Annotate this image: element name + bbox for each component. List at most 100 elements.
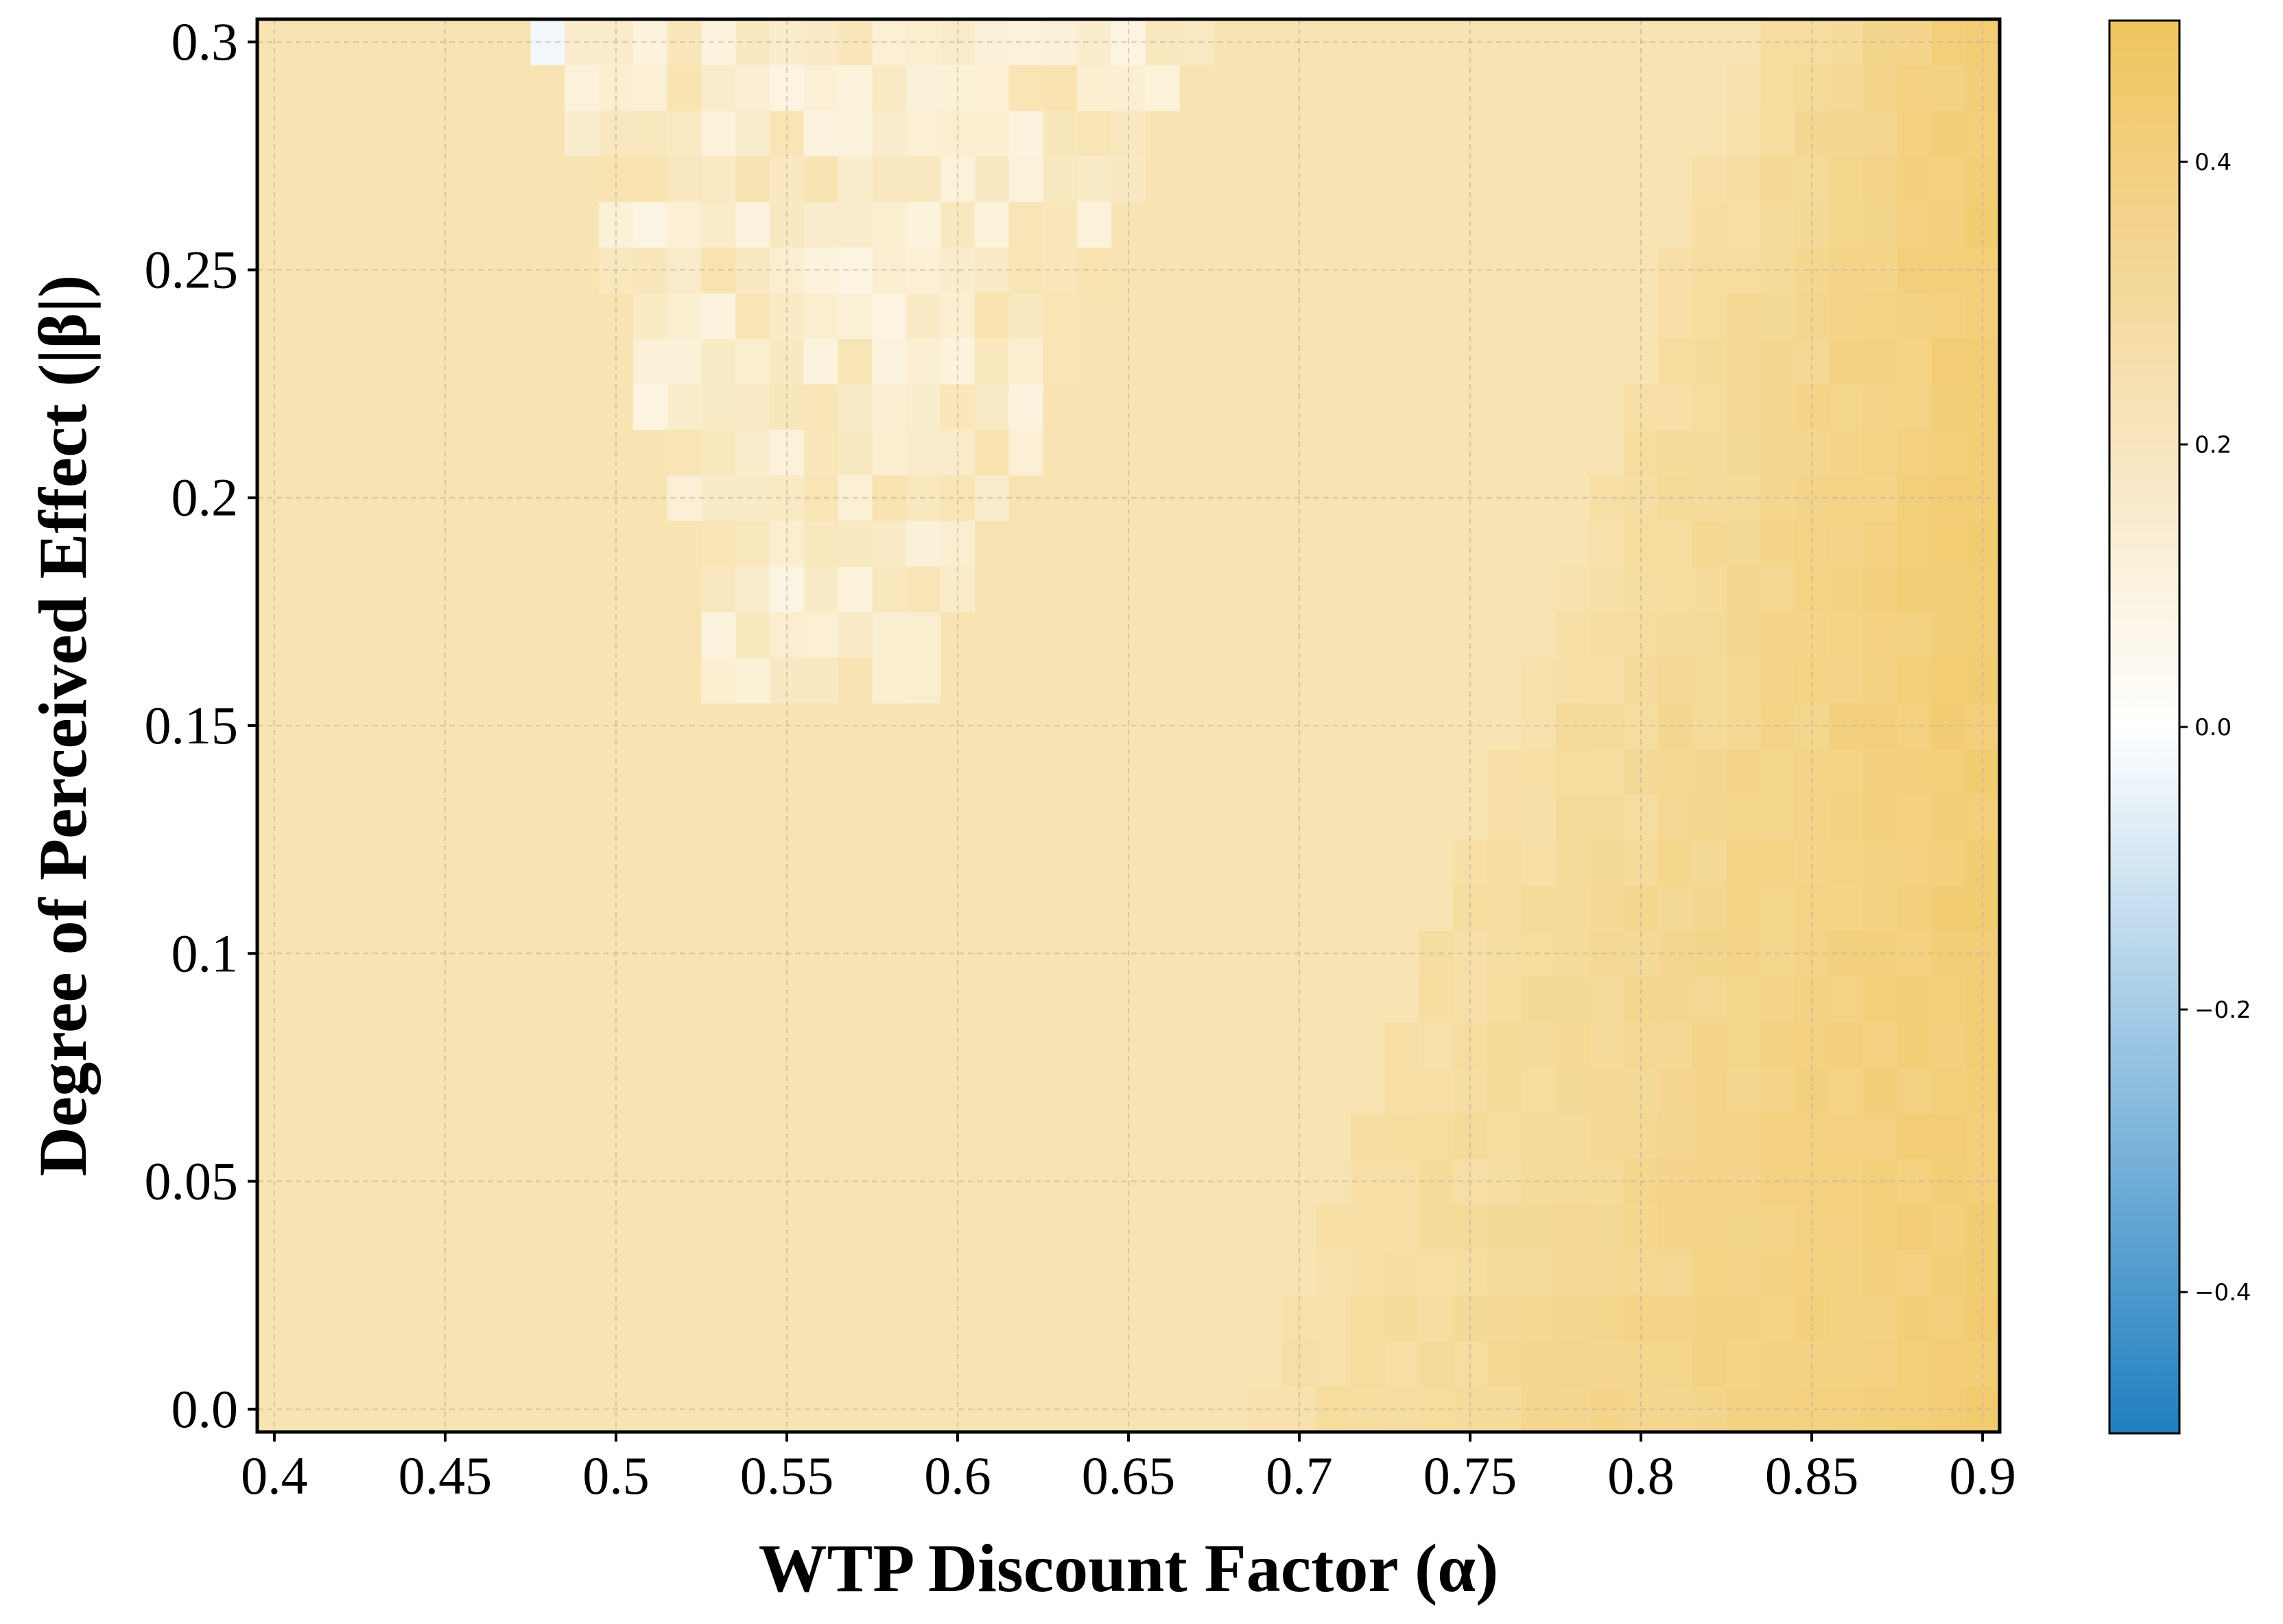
heatmap-cell xyxy=(1419,520,1454,567)
heatmap-cell xyxy=(1828,429,1864,476)
y-axis-title: Degree of Perceived Effect (|β|) xyxy=(25,275,101,1177)
heatmap-cell xyxy=(1657,748,1693,795)
heatmap-cell xyxy=(1521,1112,1557,1160)
heatmap-cell xyxy=(1179,520,1215,567)
heatmap-cell xyxy=(1008,748,1044,795)
heatmap-cell xyxy=(701,976,737,1023)
heatmap-cell xyxy=(735,292,770,339)
heatmap-cell xyxy=(632,748,668,795)
heatmap-cell xyxy=(1726,338,1762,385)
heatmap-cell xyxy=(1555,1112,1591,1160)
heatmap-cell xyxy=(1214,748,1249,795)
heatmap-cell xyxy=(1589,611,1624,658)
heatmap-cell xyxy=(632,1067,668,1114)
heatmap-cell xyxy=(1828,338,1864,385)
heatmap-cell xyxy=(1555,520,1591,567)
heatmap-cell xyxy=(667,793,702,840)
heatmap-cell xyxy=(394,657,429,704)
heatmap-cell xyxy=(838,611,873,658)
heatmap-cell xyxy=(1487,748,1522,795)
heatmap-cell xyxy=(1692,429,1727,476)
heatmap-cell xyxy=(325,201,361,248)
heatmap-cell xyxy=(803,338,839,385)
heatmap-cell xyxy=(1726,1112,1762,1160)
heatmap-cell xyxy=(462,976,497,1023)
heatmap-cell xyxy=(1862,520,1898,567)
heatmap-cell xyxy=(1931,201,1966,248)
heatmap-cell xyxy=(1692,611,1727,658)
heatmap-cell xyxy=(1726,1386,1762,1433)
y-tick-label: 0.15 xyxy=(145,695,239,755)
heatmap-cell xyxy=(1316,657,1351,704)
heatmap-cell xyxy=(394,1295,429,1341)
heatmap-cell xyxy=(1248,748,1283,795)
heatmap-cell xyxy=(1350,1021,1386,1068)
heatmap-cell xyxy=(872,1295,908,1341)
heatmap-cell xyxy=(803,383,839,430)
heatmap-cell xyxy=(701,885,737,931)
heatmap-cell xyxy=(803,1067,839,1114)
heatmap-cell xyxy=(1760,1021,1795,1068)
heatmap-cell xyxy=(1145,1341,1181,1387)
heatmap-cell xyxy=(632,1295,668,1341)
heatmap-cell xyxy=(1487,338,1522,385)
heatmap-cell xyxy=(1008,1250,1044,1296)
heatmap-cell xyxy=(394,64,429,111)
heatmap-cell xyxy=(872,1067,908,1114)
heatmap-cell xyxy=(462,156,497,202)
heatmap-cell xyxy=(803,1341,839,1387)
heatmap-cell xyxy=(394,201,429,248)
heatmap-cell xyxy=(1316,520,1351,567)
heatmap-cell xyxy=(1521,657,1557,704)
colorbar-tick-label: 0.2 xyxy=(2195,431,2232,459)
heatmap-cell xyxy=(1316,885,1351,931)
heatmap-cells xyxy=(257,19,2000,1433)
heatmap-cell xyxy=(1350,520,1386,567)
heatmap-cell xyxy=(1897,1021,1932,1068)
heatmap-cell xyxy=(394,110,429,157)
heatmap-cell xyxy=(974,885,1010,931)
heatmap-cell xyxy=(1828,1112,1864,1160)
heatmap-cell xyxy=(735,885,770,931)
heatmap-cell xyxy=(838,156,873,202)
heatmap-cell xyxy=(1179,611,1215,658)
heatmap-cell xyxy=(1692,383,1727,430)
heatmap-cell xyxy=(1897,976,1932,1023)
x-tick-label: 0.85 xyxy=(1765,1446,1859,1505)
heatmap-cell xyxy=(1248,429,1283,476)
heatmap-cell xyxy=(1521,338,1557,385)
heatmap-cell xyxy=(974,64,1010,111)
heatmap-cell xyxy=(1077,1021,1112,1068)
heatmap-cell xyxy=(462,566,497,612)
heatmap-cell xyxy=(530,1295,566,1341)
heatmap-cell xyxy=(462,110,497,157)
heatmap-cell xyxy=(1487,1295,1522,1341)
heatmap-cell xyxy=(1897,1341,1932,1387)
heatmap-cell xyxy=(325,110,361,157)
heatmap-cell xyxy=(906,1021,941,1068)
heatmap-cell xyxy=(530,520,566,567)
heatmap-cell xyxy=(1043,839,1078,886)
heatmap-cell xyxy=(632,338,668,385)
heatmap-cell xyxy=(1419,611,1454,658)
heatmap-cell xyxy=(1214,1341,1249,1387)
heatmap-cell xyxy=(359,976,395,1023)
heatmap-cell xyxy=(1316,1067,1351,1114)
heatmap-cell xyxy=(1384,1341,1420,1387)
heatmap-cell xyxy=(1077,1295,1112,1341)
heatmap-cell xyxy=(1657,1341,1693,1387)
heatmap-cell xyxy=(1384,657,1420,704)
heatmap-cell xyxy=(1419,1250,1454,1296)
heatmap-cell xyxy=(1316,429,1351,476)
heatmap-cell xyxy=(1077,748,1112,795)
heatmap-cell xyxy=(667,1067,702,1114)
heatmap-cell xyxy=(1248,793,1283,840)
heatmap-cell xyxy=(735,793,770,840)
heatmap-cell xyxy=(906,520,941,567)
heatmap-cell xyxy=(1179,566,1215,612)
heatmap-cell xyxy=(632,201,668,248)
heatmap-cell xyxy=(1248,657,1283,704)
heatmap-cell xyxy=(974,201,1010,248)
heatmap-cell xyxy=(1657,1204,1693,1250)
heatmap-cell xyxy=(872,839,908,886)
